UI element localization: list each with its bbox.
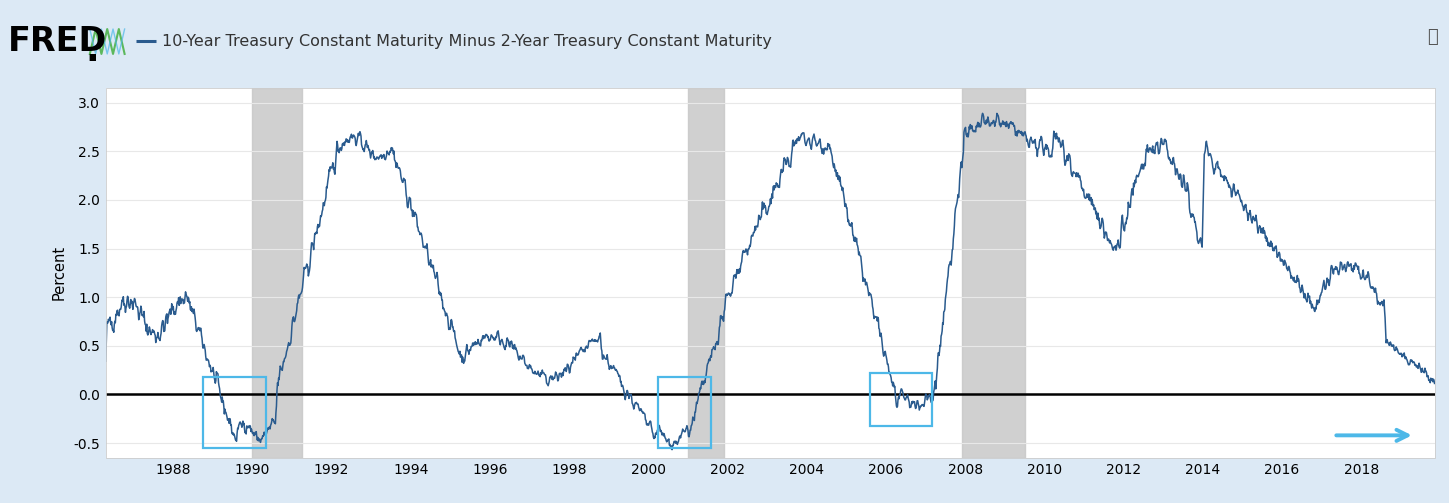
Bar (688, 88, 724, 458)
Bar (962, 88, 1024, 458)
Bar (252, 88, 301, 458)
Text: .: . (85, 35, 99, 68)
Text: 10-Year Treasury Constant Maturity Minus 2-Year Treasury Constant Maturity: 10-Year Treasury Constant Maturity Minus… (162, 34, 772, 49)
Text: FRED: FRED (9, 25, 107, 58)
Bar (106, 88, 1435, 458)
Bar (871, 373, 932, 426)
Bar (658, 377, 711, 448)
Bar (203, 377, 267, 448)
Y-axis label: Percent: Percent (52, 245, 67, 300)
Text: ⤢: ⤢ (1427, 28, 1437, 46)
